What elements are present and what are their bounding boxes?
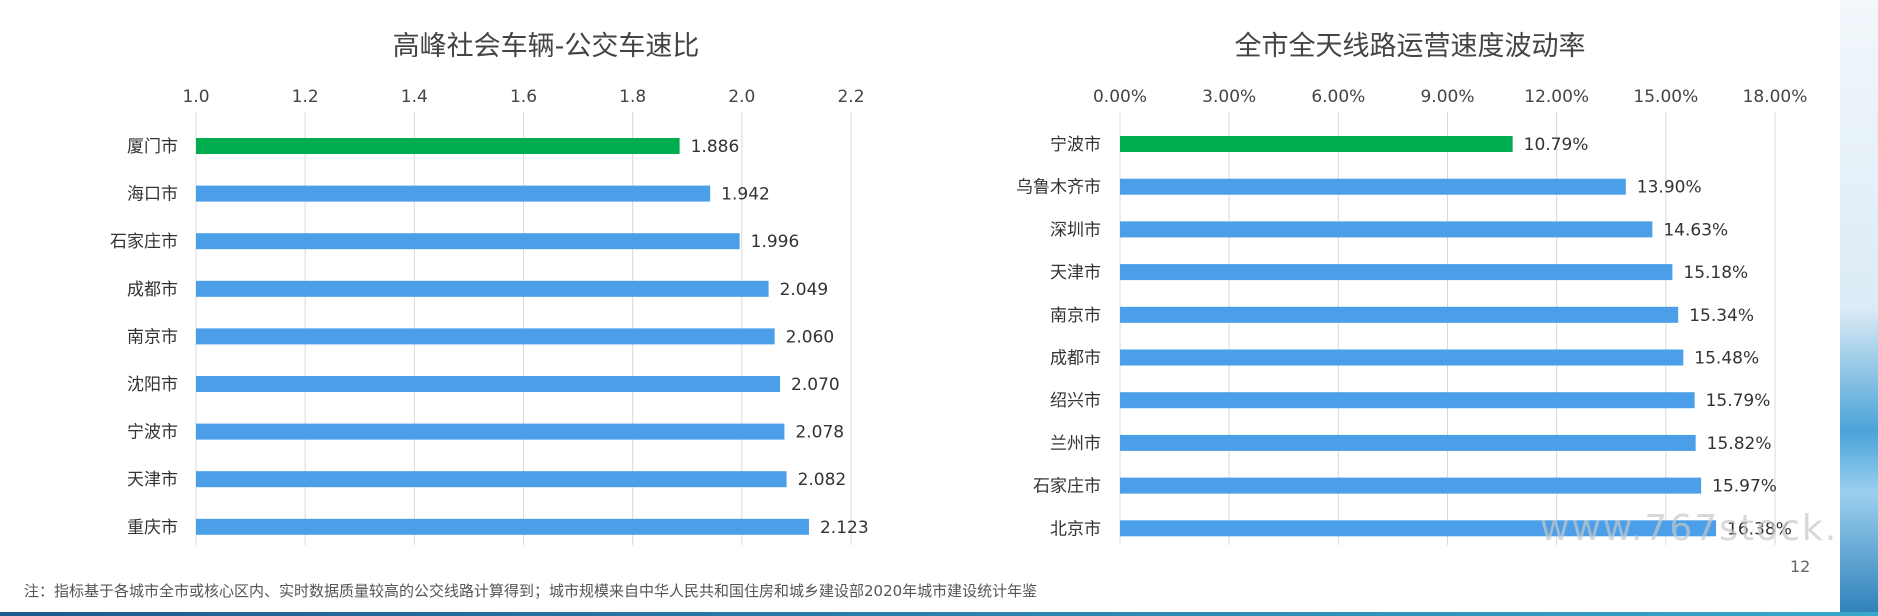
left-value-label: 2.078 [795, 423, 844, 443]
right-category-label: 宁波市 [1050, 135, 1101, 155]
left-bar [196, 280, 769, 297]
right-value-label: 13.90% [1637, 178, 1702, 198]
right-bar [1120, 349, 1684, 366]
left-value-label: 2.123 [820, 518, 869, 538]
right-value-label: 15.79% [1706, 391, 1771, 411]
right-value-label: 15.82% [1707, 434, 1772, 454]
right-value-label: 15.34% [1689, 306, 1754, 326]
right-tick-label: 12.00% [1524, 87, 1589, 107]
footnote: 注：指标基于各城市全市或核心区内、实时数据质量较高的公交线路计算得到；城市规模来… [24, 582, 1038, 600]
page-number: 12 [1790, 557, 1811, 576]
right-chart-title: 全市全天线路运营速度波动率 [1234, 31, 1586, 62]
right-category-label: 北京市 [1050, 519, 1101, 539]
right-bar [1120, 178, 1626, 195]
right-tick-label: 18.00% [1743, 87, 1808, 107]
left-bar [196, 518, 809, 535]
left-value-label: 1.942 [721, 185, 770, 205]
left-tick-label: 1.8 [619, 87, 646, 107]
left-tick-label: 2.0 [728, 87, 755, 107]
right-bar [1120, 477, 1702, 494]
right-bar [1120, 434, 1696, 451]
left-tick-label: 2.2 [837, 87, 864, 107]
watermark: www.767stock.com [1540, 508, 1878, 549]
left-bar [196, 376, 781, 392]
right-category-label: 成都市 [1050, 349, 1101, 369]
left-category-label: 重庆市 [127, 518, 178, 538]
right-category-label: 绍兴市 [1050, 391, 1101, 411]
left-category-label: 成都市 [127, 280, 178, 300]
left-value-label: 2.049 [780, 280, 829, 300]
left-category-label: 石家庄市 [110, 232, 178, 252]
right-tick-label: 0.00% [1093, 87, 1147, 107]
left-bar [196, 138, 680, 154]
right-tick-label: 6.00% [1311, 87, 1365, 107]
right-category-label: 兰州市 [1050, 434, 1101, 454]
left-category-label: 宁波市 [127, 423, 178, 443]
left-value-label: 2.060 [786, 327, 835, 347]
left-category-label: 天津市 [127, 470, 178, 490]
left-tick-label: 1.0 [182, 87, 209, 107]
left-tick-label: 1.4 [401, 87, 428, 107]
right-category-label: 深圳市 [1050, 220, 1101, 240]
decorative-edge-band [1840, 0, 1878, 616]
left-category-label: 南京市 [127, 327, 178, 347]
left-value-label: 1.886 [691, 137, 740, 157]
bottom-divider [0, 612, 1878, 616]
left-bar [196, 423, 785, 440]
left-tick-label: 1.2 [292, 87, 319, 107]
left-bar [196, 233, 740, 250]
left-category-label: 沈阳市 [127, 375, 178, 395]
right-value-label: 15.18% [1683, 263, 1748, 283]
right-tick-label: 3.00% [1202, 87, 1256, 107]
right-tick-label: 9.00% [1420, 87, 1474, 107]
left-value-label: 2.082 [798, 470, 847, 490]
right-category-label: 石家庄市 [1033, 477, 1101, 497]
left-category-label: 海口市 [127, 185, 178, 205]
right-bar [1120, 136, 1513, 152]
right-bar [1120, 306, 1679, 323]
right-value-label: 15.97% [1712, 477, 1777, 497]
right-value-label: 10.79% [1524, 135, 1589, 155]
left-value-label: 2.070 [791, 375, 840, 395]
left-bar [196, 471, 787, 488]
right-category-label: 天津市 [1050, 263, 1101, 283]
right-bar [1120, 264, 1673, 281]
right-bar [1120, 392, 1695, 409]
right-bar [1120, 520, 1717, 537]
left-category-label: 厦门市 [127, 137, 178, 157]
right-bar [1120, 221, 1653, 238]
right-value-label: 15.48% [1694, 349, 1759, 369]
left-value-label: 1.996 [751, 232, 800, 252]
right-value-label: 16.38% [1727, 519, 1792, 539]
right-category-label: 乌鲁木齐市 [1016, 178, 1101, 198]
right-tick-label: 15.00% [1633, 87, 1698, 107]
right-category-label: 南京市 [1050, 306, 1101, 326]
right-value-label: 14.63% [1663, 220, 1728, 240]
left-tick-label: 1.6 [510, 87, 537, 107]
left-bar [196, 328, 775, 345]
left-chart-title: 高峰社会车辆-公交车速比 [392, 31, 700, 62]
left-bar [196, 185, 711, 202]
